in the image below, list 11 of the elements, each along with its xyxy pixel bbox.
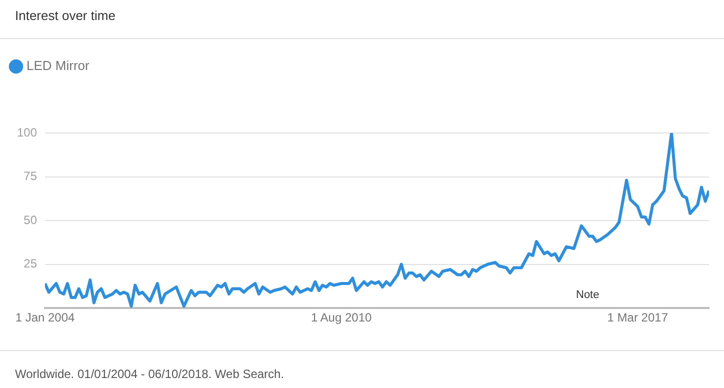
x-tick-label: 1 Jan 2004 [15,310,76,325]
chart-title: Interest over time [15,8,116,23]
y-tick-label: 75 [24,169,38,184]
y-tick-label: 50 [24,212,38,227]
y-tick-label: 100 [16,125,38,140]
y-tick-label: 25 [24,256,38,271]
annotation: Note [576,289,600,301]
legend-label: LED Mirror [26,58,90,74]
text: Worldwide. 01/01/2004 - 06/10/2018. Web Search. [15,367,284,381]
x-tick-label: 1 Aug 2010 [310,310,372,325]
x-tick-label: 1 Mar 2017 [607,310,668,325]
